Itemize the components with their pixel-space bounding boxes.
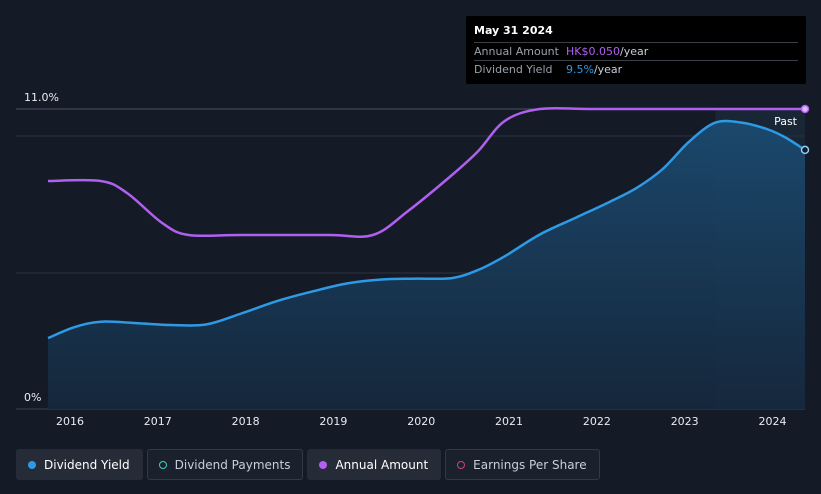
x-tick-label: 2016 <box>56 415 84 428</box>
x-tick-label: 2020 <box>407 415 435 428</box>
legend-annual-amount-label: Annual Amount <box>335 457 429 472</box>
tooltip-annual-amount-unit: /year <box>619 45 649 58</box>
legend-earnings-per-share[interactable]: Earnings Per Share <box>445 449 600 480</box>
chart-legend: Dividend Yield Dividend Payments Annual … <box>16 449 600 480</box>
x-tick-label: 2018 <box>232 415 260 428</box>
tooltip: May 31 2024 Annual Amount HK$0.050/year … <box>466 16 806 84</box>
x-tick-label: 2019 <box>319 415 347 428</box>
tooltip-annual-amount-label: Annual Amount <box>474 45 559 58</box>
x-axis-ticks: 2016 2017 2018 2019 2020 2021 2022 2023 2024 <box>56 415 787 428</box>
tooltip-yield-row: Dividend Yield 9.5%/year <box>474 60 798 78</box>
tooltip-annual-amount-row: Annual Amount HK$0.050/year <box>474 42 798 60</box>
legend-earnings-per-share-label: Earnings Per Share <box>473 457 587 472</box>
tooltip-date: May 31 2024 <box>474 24 553 37</box>
legend-annual-amount[interactable]: Annual Amount <box>307 449 442 480</box>
annual-amount-end-marker <box>800 104 810 114</box>
x-tick-label: 2021 <box>495 415 523 428</box>
past-label: Past <box>774 115 798 128</box>
legend-dividend-payments[interactable]: Dividend Payments <box>146 449 304 480</box>
x-tick-label: 2023 <box>671 415 699 428</box>
dividend-payments-marker-icon <box>158 460 167 469</box>
y-tick-top: 11.0% <box>24 91 59 104</box>
dividend-yield-area <box>48 120 805 410</box>
y-tick-bottom: 0% <box>24 391 41 404</box>
x-tick-label: 2024 <box>759 415 787 428</box>
dividend-yield-marker-icon <box>28 460 36 469</box>
annual-amount-marker-icon <box>319 460 328 469</box>
x-tick-label: 2022 <box>583 415 611 428</box>
tooltip-yield-unit: /year <box>593 63 623 76</box>
tooltip-annual-amount-value: HK$0.050 <box>566 45 620 58</box>
dividend-yield-line <box>47 119 806 340</box>
x-tick-label: 2017 <box>144 415 172 428</box>
tooltip-yield-label: Dividend Yield <box>474 63 553 76</box>
dividend-yield-end-marker <box>800 145 810 155</box>
annual-amount-line <box>47 106 805 239</box>
earnings-per-share-marker-icon <box>457 460 466 469</box>
legend-dividend-yield-label: Dividend Yield <box>44 457 130 472</box>
legend-dividend-yield[interactable]: Dividend Yield <box>16 449 143 480</box>
tooltip-yield-value: 9.5% <box>566 63 594 76</box>
legend-dividend-payments-label: Dividend Payments <box>174 457 291 472</box>
